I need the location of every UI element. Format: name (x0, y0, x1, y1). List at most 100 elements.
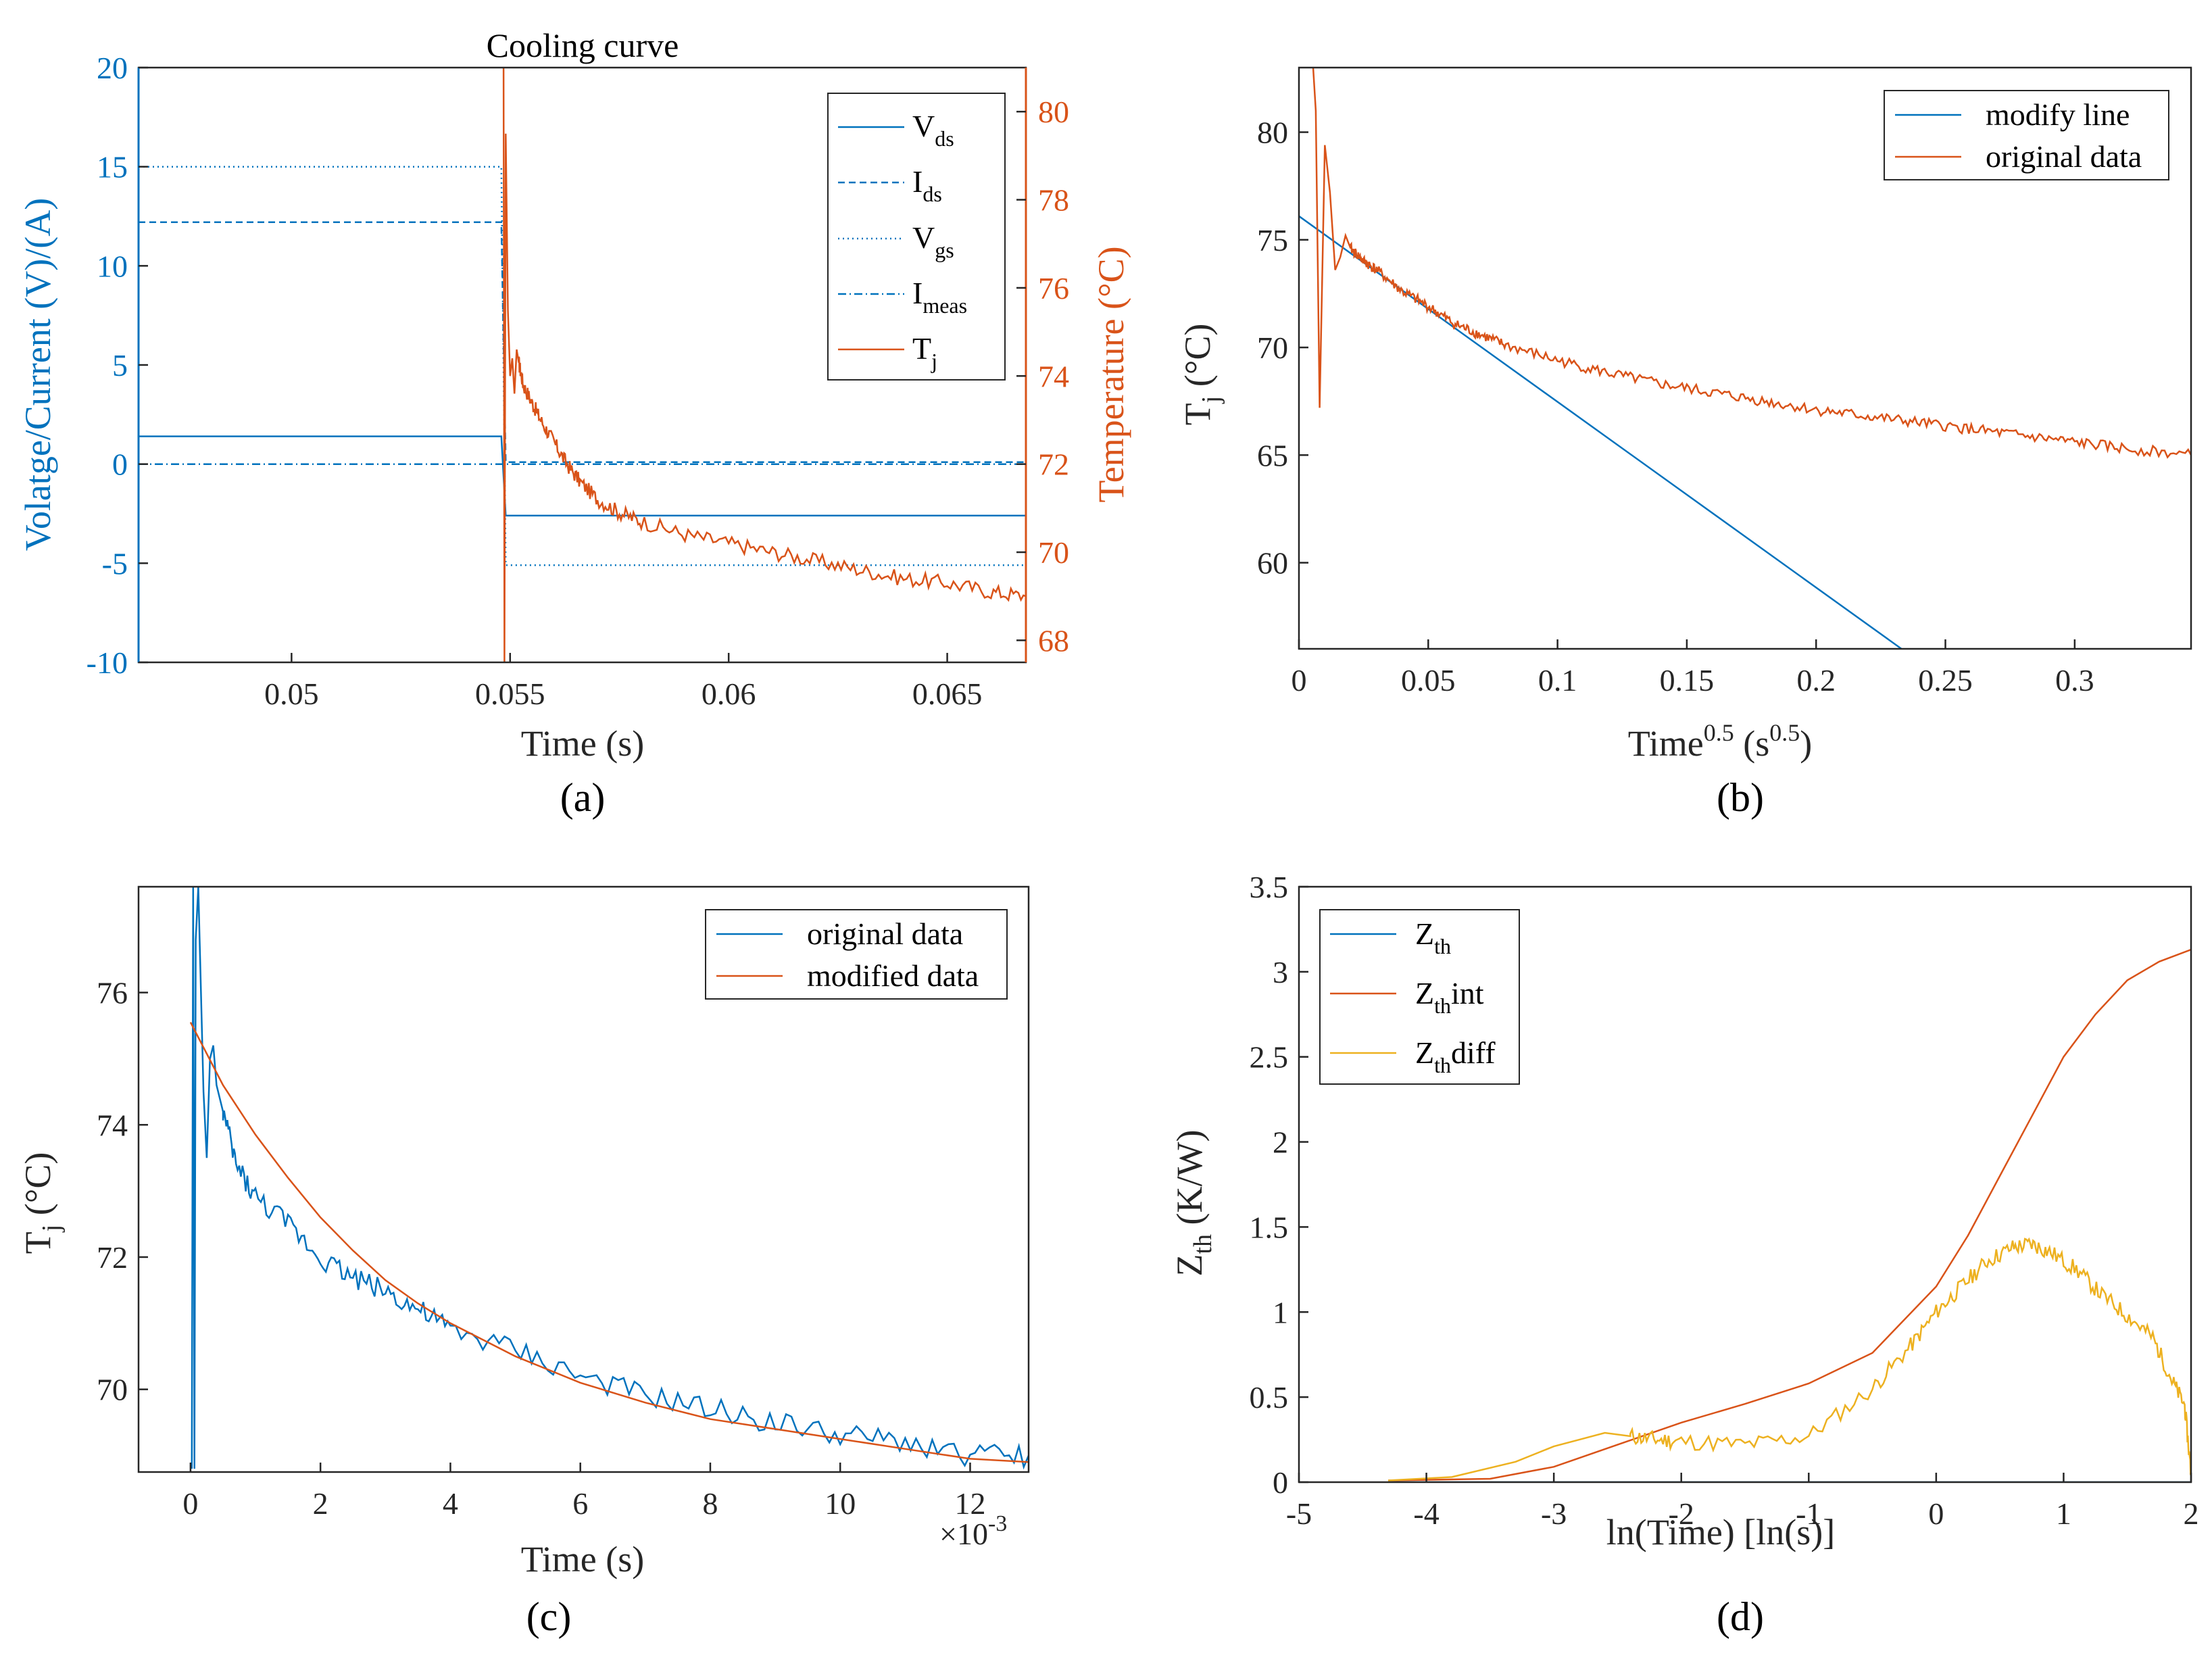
panel-d: -5 -4 -3 -2 -1 0 1 2 0 0.5 1 1.5 2 2.5 3 3.5 ln(Time) … (1169, 870, 2199, 1639)
c-y-label: 76 (97, 976, 128, 1010)
c-x-label: 10 (825, 1486, 856, 1521)
legend-c-modified-data: modified data (807, 958, 979, 993)
chart-c-ylabel-base: T (18, 1231, 58, 1254)
legend-a-vds-sub: ds (935, 126, 954, 151)
chart-b-legend: modify line original data (1884, 90, 2169, 180)
legend-d-zthdiff-base: Z (1415, 1035, 1434, 1070)
svg-text:Tj (°C): Tj (°C) (1177, 324, 1225, 426)
svg-text:Imeas: Imeas (912, 276, 967, 318)
a-yleft-label: 15 (97, 150, 128, 185)
legend-c-original-data: original data (807, 916, 963, 951)
series-original-data-line (1312, 68, 2191, 459)
chart-b-xlabel-mid: (s (1734, 723, 1770, 764)
svg-text:×10-3: ×10-3 (939, 1511, 1007, 1551)
chart-a-caption: (a) (560, 775, 606, 820)
d-y-label: 2.5 (1250, 1040, 1289, 1075)
chart-b-y-ticks: 60 65 70 75 80 (1257, 116, 1308, 581)
d-y-label: 2 (1273, 1125, 1288, 1160)
d-y-label: 1 (1273, 1295, 1288, 1329)
plot-frame (1298, 885, 2192, 1484)
chart-c-x-multiplier-base: ×10 (939, 1517, 988, 1551)
b-x-label: 0 (1292, 663, 1307, 697)
svg-text:Zth (K/W): Zth (K/W) (1169, 1130, 1217, 1277)
chart-d-y-ticks: 0 0.5 1 1.5 2 2.5 3 3.5 (1250, 870, 1308, 1500)
c-x-label: 8 (702, 1486, 718, 1521)
b-y-label: 75 (1257, 223, 1288, 258)
d-y-label: 0 (1273, 1465, 1288, 1500)
chart-b-xlabel: Time (1628, 723, 1704, 764)
chart-c-xlabel: Time (s) (521, 1539, 645, 1579)
chart-d-legend: Zth Zthint Zthdiff (1319, 909, 1520, 1085)
b-x-label: 0.15 (1660, 663, 1715, 697)
chart-a-ylabel-right: Temperature (°C) (1091, 246, 1131, 502)
chart-a-xlabel: Time (s) (521, 723, 645, 764)
legend-d-zthint-sub: th (1434, 994, 1451, 1018)
a-yleft-label: -10 (87, 645, 128, 680)
chart-c-ylabel-sub: j (37, 1225, 66, 1233)
series-modified-data-line (189, 1022, 1029, 1463)
chart-d-x-ticks: -5 -4 -3 -2 -1 0 1 2 (1286, 1473, 2199, 1531)
legend-a-tj-base: T (912, 331, 931, 366)
a-yright-label: 76 (1038, 271, 1069, 305)
chart-c-legend: original data modified data (705, 909, 1008, 1000)
svg-text:Vgs: Vgs (912, 220, 954, 262)
c-x-label: 12 (954, 1486, 985, 1521)
legend-d-zthdiff-sub: th (1434, 1053, 1451, 1077)
a-yleft-label: -5 (102, 546, 128, 581)
b-x-label: 0.2 (1796, 663, 1836, 697)
legend-a-vds-base: V (912, 109, 935, 143)
a-yleft-label: 5 (112, 348, 128, 383)
a-yleft-label: 10 (97, 249, 128, 283)
legend-b-modify-line: modify line (1986, 97, 2130, 132)
c-y-label: 74 (97, 1108, 128, 1142)
b-x-label: 0.1 (1538, 663, 1577, 697)
chart-c-x-multiplier-exp: -3 (988, 1511, 1007, 1536)
svg-text:Tj: Tj (912, 331, 937, 373)
a-yright-label: 72 (1038, 447, 1069, 482)
chart-d-plot-area (1298, 885, 2192, 1484)
d-x-label: 0 (1928, 1496, 1944, 1531)
legend-a-vgs-sub: gs (935, 238, 954, 262)
legend-b-original-data: original data (1986, 139, 2142, 174)
c-x-label: 6 (572, 1486, 588, 1521)
c-x-label: 2 (313, 1486, 328, 1521)
a-yright-label: 80 (1038, 95, 1069, 129)
chart-a-ylabel-left: Volatge/Current (V)/(A) (18, 198, 58, 551)
legend-a-ids-sub: ds (923, 182, 941, 206)
chart-d-ylabel-end: (K/W) (1169, 1130, 1210, 1234)
a-yright-label: 68 (1038, 623, 1069, 658)
legend-a-imeas-sub: meas (923, 293, 967, 318)
legend-a-tj-sub: j (931, 349, 937, 373)
a-x-label: 0.05 (264, 677, 319, 711)
plot-frame (137, 885, 1030, 1473)
a-yleft-label: 0 (112, 447, 128, 482)
chart-c-y-ticks: 70 72 74 76 (97, 976, 148, 1407)
panel-c: 0 2 4 6 8 10 12 70 72 74 76 Time (s) ×10-3 Tj (°C… (18, 885, 1030, 1639)
chart-b-xlabel-sup1: 0.5 (1704, 719, 1734, 746)
chart-c-ylabel-end: (°C) (18, 1152, 58, 1225)
chart-b-ylabel-base: T (1177, 403, 1218, 425)
chart-d-xlabel: ln(Time) [ln(s)] (1606, 1512, 1835, 1552)
chart-d-caption: (d) (1717, 1594, 1764, 1639)
chart-a-title: Cooling curve (487, 26, 679, 64)
chart-b-plot-area (1298, 66, 2192, 650)
series-original-data-line (191, 887, 1029, 1470)
d-x-label: -1 (1796, 1496, 1821, 1531)
chart-a-y-left-ticks: -10 -5 0 5 10 15 20 (87, 51, 148, 680)
chart-b-ylabel-sub: j (1197, 396, 1225, 405)
legend-a-ids-base: I (912, 164, 923, 199)
svg-text:Ids: Ids (912, 164, 942, 206)
b-x-label: 0.3 (2055, 663, 2094, 697)
b-y-label: 65 (1257, 438, 1288, 472)
chart-b-caption: (b) (1717, 775, 1764, 820)
chart-a-legend: Vds Ids Vgs Imeas Tj (827, 93, 1006, 381)
chart-b-xlabel-end: ) (1800, 723, 1812, 764)
chart-d-ylabel-sub: th (1189, 1234, 1217, 1254)
svg-text:Tj (°C): Tj (°C) (18, 1152, 66, 1254)
d-x-label: -3 (1541, 1496, 1567, 1531)
b-y-label: 80 (1257, 116, 1288, 150)
series-tj-line (502, 68, 1026, 662)
chart-c-plot-area (137, 885, 1030, 1473)
series-zthdiff-line (1387, 1237, 2191, 1481)
